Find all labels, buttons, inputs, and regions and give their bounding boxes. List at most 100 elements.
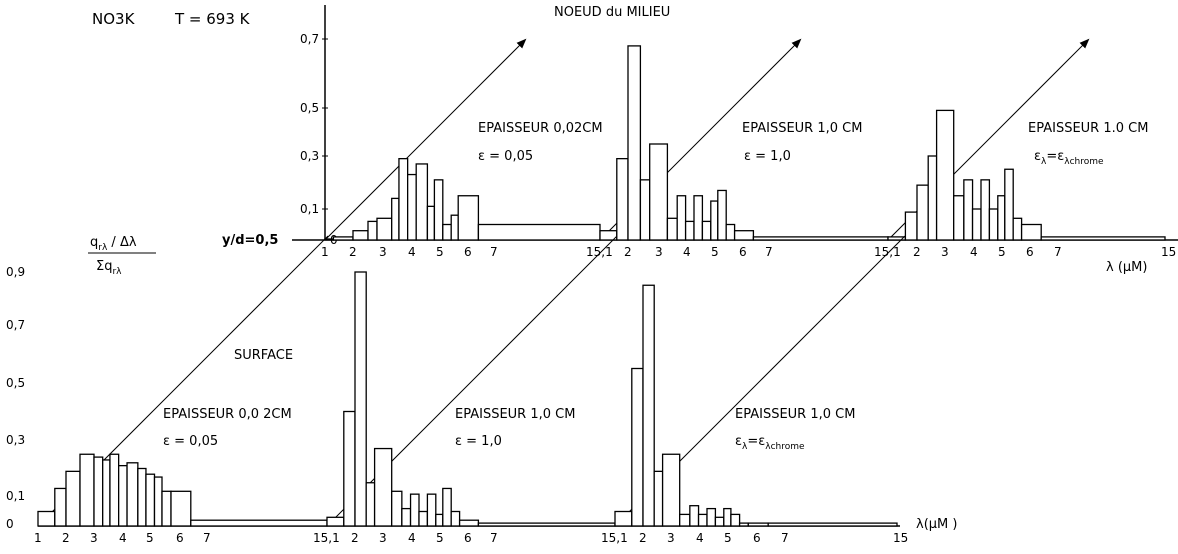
upper-left-x-ticks: 1 2 3 4 5 6 7 — [321, 245, 498, 259]
upper-title: NOEUD du MILIEU — [554, 5, 670, 20]
histogram-bar — [435, 513, 444, 527]
x-tick-label: 3 — [941, 245, 949, 259]
histogram-bar — [376, 217, 393, 241]
lower-left-x-ticks: 1 2 3 4 5 6 7 — [34, 531, 211, 545]
histogram-bar — [1012, 217, 1023, 241]
histogram-bar — [409, 493, 420, 527]
x-tick-label: 1 — [34, 531, 42, 545]
histogram-bar — [710, 200, 719, 241]
histogram-bar — [649, 143, 669, 241]
lower-y-tick: 0,1 — [6, 489, 25, 503]
histogram-bar — [927, 155, 938, 241]
histogram-bar — [126, 462, 139, 527]
histogram-bar — [373, 447, 393, 527]
upper-row: 0,7 0,5 0,3 0,1 0 NOEUD du MILIEU EPAISS… — [292, 5, 1178, 259]
x-tick-label: 7 — [203, 531, 211, 545]
upper-right-x-ticks: 15,1 2 3 4 5 6 7 15 — [874, 245, 1176, 259]
x-tick-label: 6 — [464, 531, 472, 545]
histogram-bar — [426, 493, 437, 527]
histogram-bar — [477, 522, 616, 527]
histogram-bar — [752, 236, 889, 241]
upper-middle-x-ticks: 15,1 2 3 4 5 6 7 — [586, 245, 773, 259]
histogram-bar — [79, 453, 95, 527]
histogram-bar — [1040, 236, 1166, 241]
upper-middle-annotation-1: EPAISSEUR 1,0 CM — [742, 121, 862, 136]
y-position-label: y/d=0,5 — [222, 233, 278, 248]
x-tick-label: 6 — [1026, 245, 1034, 259]
histogram-bar — [118, 464, 128, 527]
lower-title: SURFACE — [234, 348, 293, 363]
x-tick-label: 4 — [683, 245, 691, 259]
histogram-bar — [93, 456, 104, 527]
histogram-bar — [324, 238, 335, 241]
x-tick-label: 1 — [321, 245, 329, 259]
lower-y-ticks: 0,9 0,7 0,5 0,3 0,1 0 — [6, 265, 25, 531]
histogram-bar — [426, 205, 436, 241]
x-tick-label: 15,1 — [586, 245, 613, 259]
x-tick-label: 7 — [781, 531, 789, 545]
histogram-bar — [904, 211, 918, 241]
histogram-bar — [1004, 168, 1014, 241]
histogram-bar — [352, 230, 369, 241]
histogram-bar — [418, 510, 429, 527]
x-tick-label: 5 — [436, 245, 444, 259]
histogram-bar — [693, 195, 704, 241]
x-tick-label: 5 — [711, 245, 719, 259]
y-axis-label: qrλ / Δλ Σqrλ — [88, 235, 156, 277]
svg-text:qrλ / Δλ: qrλ / Δλ — [90, 235, 137, 253]
x-axis-label-lower: λ(µM ) — [916, 517, 957, 532]
x-tick-label: 4 — [696, 531, 704, 545]
histogram-bar — [145, 473, 156, 527]
x-tick-label: 7 — [490, 531, 498, 545]
histogram-bar — [725, 223, 736, 241]
lower-right-annotation-2: ελ=ελchrome — [735, 434, 805, 452]
histogram-bar — [733, 230, 755, 241]
lower-y-tick: 0,5 — [6, 376, 25, 390]
histogram-bar — [666, 217, 678, 241]
upper-left-annotation-1: EPAISSEUR 0,02CM — [478, 121, 603, 136]
x-tick-label: 5 — [146, 531, 154, 545]
lower-right-histogram — [614, 284, 898, 527]
histogram-bar — [65, 470, 81, 527]
histogram-bar — [332, 236, 354, 241]
x-tick-label: 2 — [349, 245, 357, 259]
histogram-bar — [767, 522, 898, 527]
histogram-bar — [963, 179, 974, 241]
histogram-bar — [730, 513, 741, 527]
lower-y-tick: 0,7 — [6, 318, 25, 332]
upper-middle-histogram — [599, 45, 889, 241]
histogram-bar — [398, 157, 409, 241]
x-tick-label: 2 — [639, 531, 647, 545]
histogram-bar — [477, 223, 601, 241]
x-tick-label: 5 — [436, 531, 444, 545]
histogram-bar — [326, 516, 345, 527]
histogram-bar — [190, 519, 328, 527]
histogram-bar — [367, 220, 378, 241]
histogram-bar — [639, 179, 651, 241]
histogram-bar — [689, 505, 700, 527]
upper-middle-annotation-2: ε = 1,0 — [744, 149, 791, 164]
histogram-bar — [391, 490, 403, 527]
histogram-bar — [153, 476, 163, 527]
lower-middle-annotation-2: ε = 1,0 — [455, 434, 502, 449]
histogram-bar — [442, 223, 452, 241]
upper-left-arrow — [324, 38, 527, 241]
histogram-bar — [706, 507, 717, 527]
histogram-bar — [37, 510, 56, 527]
upper-y-tick: 0,5 — [300, 101, 319, 115]
histogram-bar — [102, 459, 111, 527]
upper-left-histogram — [324, 157, 601, 241]
x-tick-label: 15,1 — [874, 245, 901, 259]
histogram-bar — [457, 195, 480, 241]
lower-left-annotation-2: ε = 0,05 — [163, 434, 218, 449]
histogram-bar — [161, 490, 172, 527]
histogram-bar — [697, 513, 708, 527]
upper-y-tick: 0,3 — [300, 149, 319, 163]
histogram-bar — [723, 507, 732, 527]
histogram-bar — [676, 195, 687, 241]
x-tick-label: 7 — [1054, 245, 1062, 259]
upper-y-tick: 0,7 — [300, 32, 319, 46]
x-tick-label: 4 — [408, 531, 416, 545]
upper-right-annotation-1: EPAISSEUR 1.0 CM — [1028, 121, 1148, 136]
